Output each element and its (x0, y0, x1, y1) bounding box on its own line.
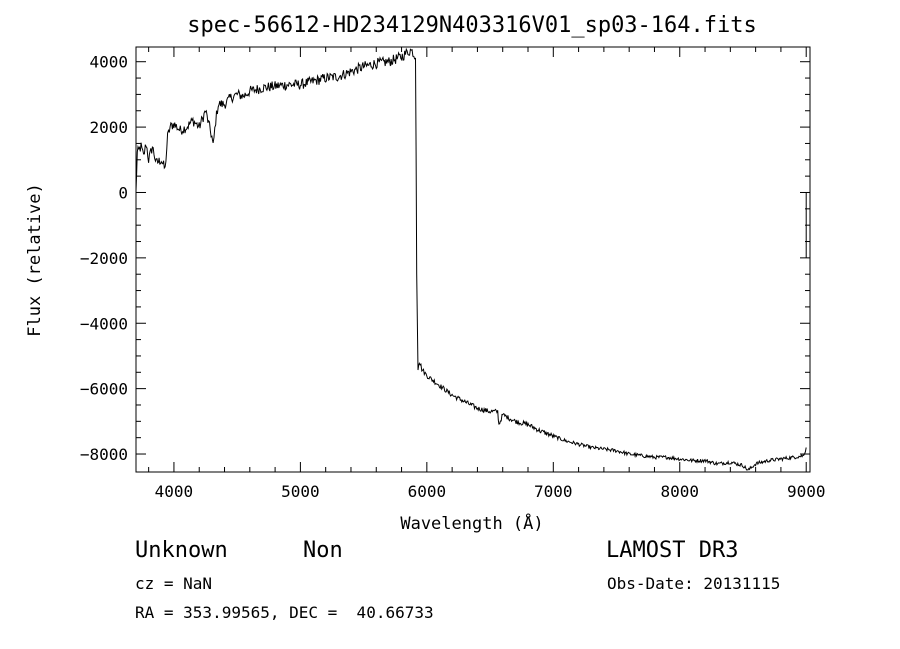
plot-frame (135, 46, 811, 473)
x-tick-label: 6000 (408, 482, 447, 501)
object-subclass: Non (303, 538, 343, 563)
y-tick-label: −2000 (80, 249, 128, 268)
chart-title: spec-56612-HD234129N403316V01_sp03-164.f… (187, 13, 757, 38)
spectrum-line (135, 47, 807, 471)
x-tick-label: 4000 (155, 482, 194, 501)
survey-label: LAMOST DR3 (606, 538, 739, 563)
object-class: Unknown (135, 538, 228, 563)
x-tick-label: 7000 (534, 482, 573, 501)
y-tick-label: −4000 (80, 314, 128, 333)
x-tick-label: 8000 (660, 482, 699, 501)
x-tick-label: 9000 (787, 482, 826, 501)
x-tick-label: 5000 (281, 482, 320, 501)
y-tick-label: 0 (118, 183, 128, 202)
y-tick-label: 4000 (89, 53, 128, 72)
y-tick-label: 2000 (89, 118, 128, 137)
y-axis-label: Flux (relative) (25, 183, 45, 337)
y-tick-label: −8000 (80, 445, 128, 464)
x-axis-label: Wavelength (Å) (400, 512, 543, 534)
obs-date-label: Obs-Date: 20131115 (607, 574, 781, 593)
redshift-label: cz = NaN (135, 574, 213, 593)
coordinates-label: RA = 353.99565, DEC = 40.66733 (135, 603, 434, 622)
y-tick-label: −6000 (80, 380, 128, 399)
